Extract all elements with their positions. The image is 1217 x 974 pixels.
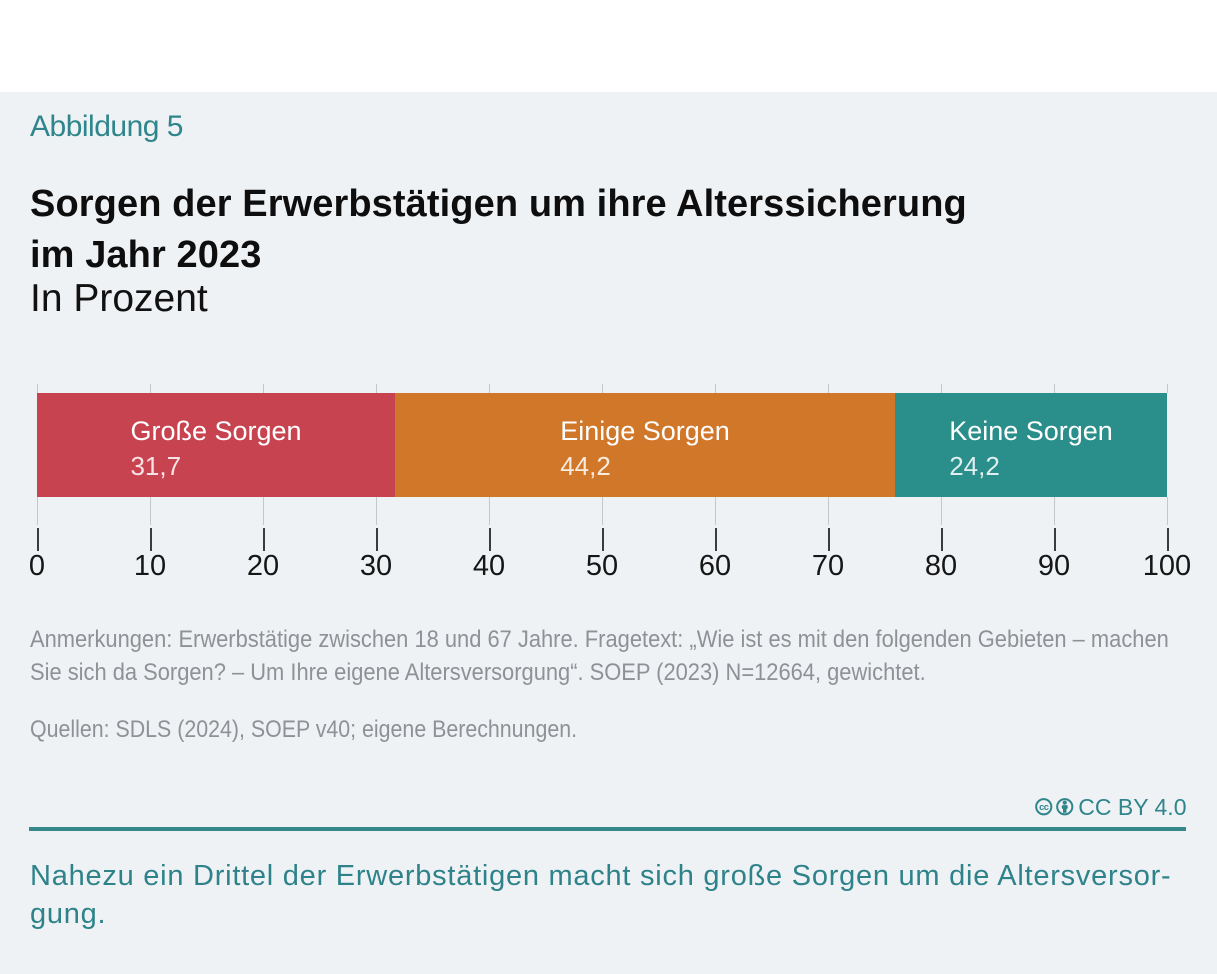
svg-text:cc: cc (1039, 802, 1049, 812)
